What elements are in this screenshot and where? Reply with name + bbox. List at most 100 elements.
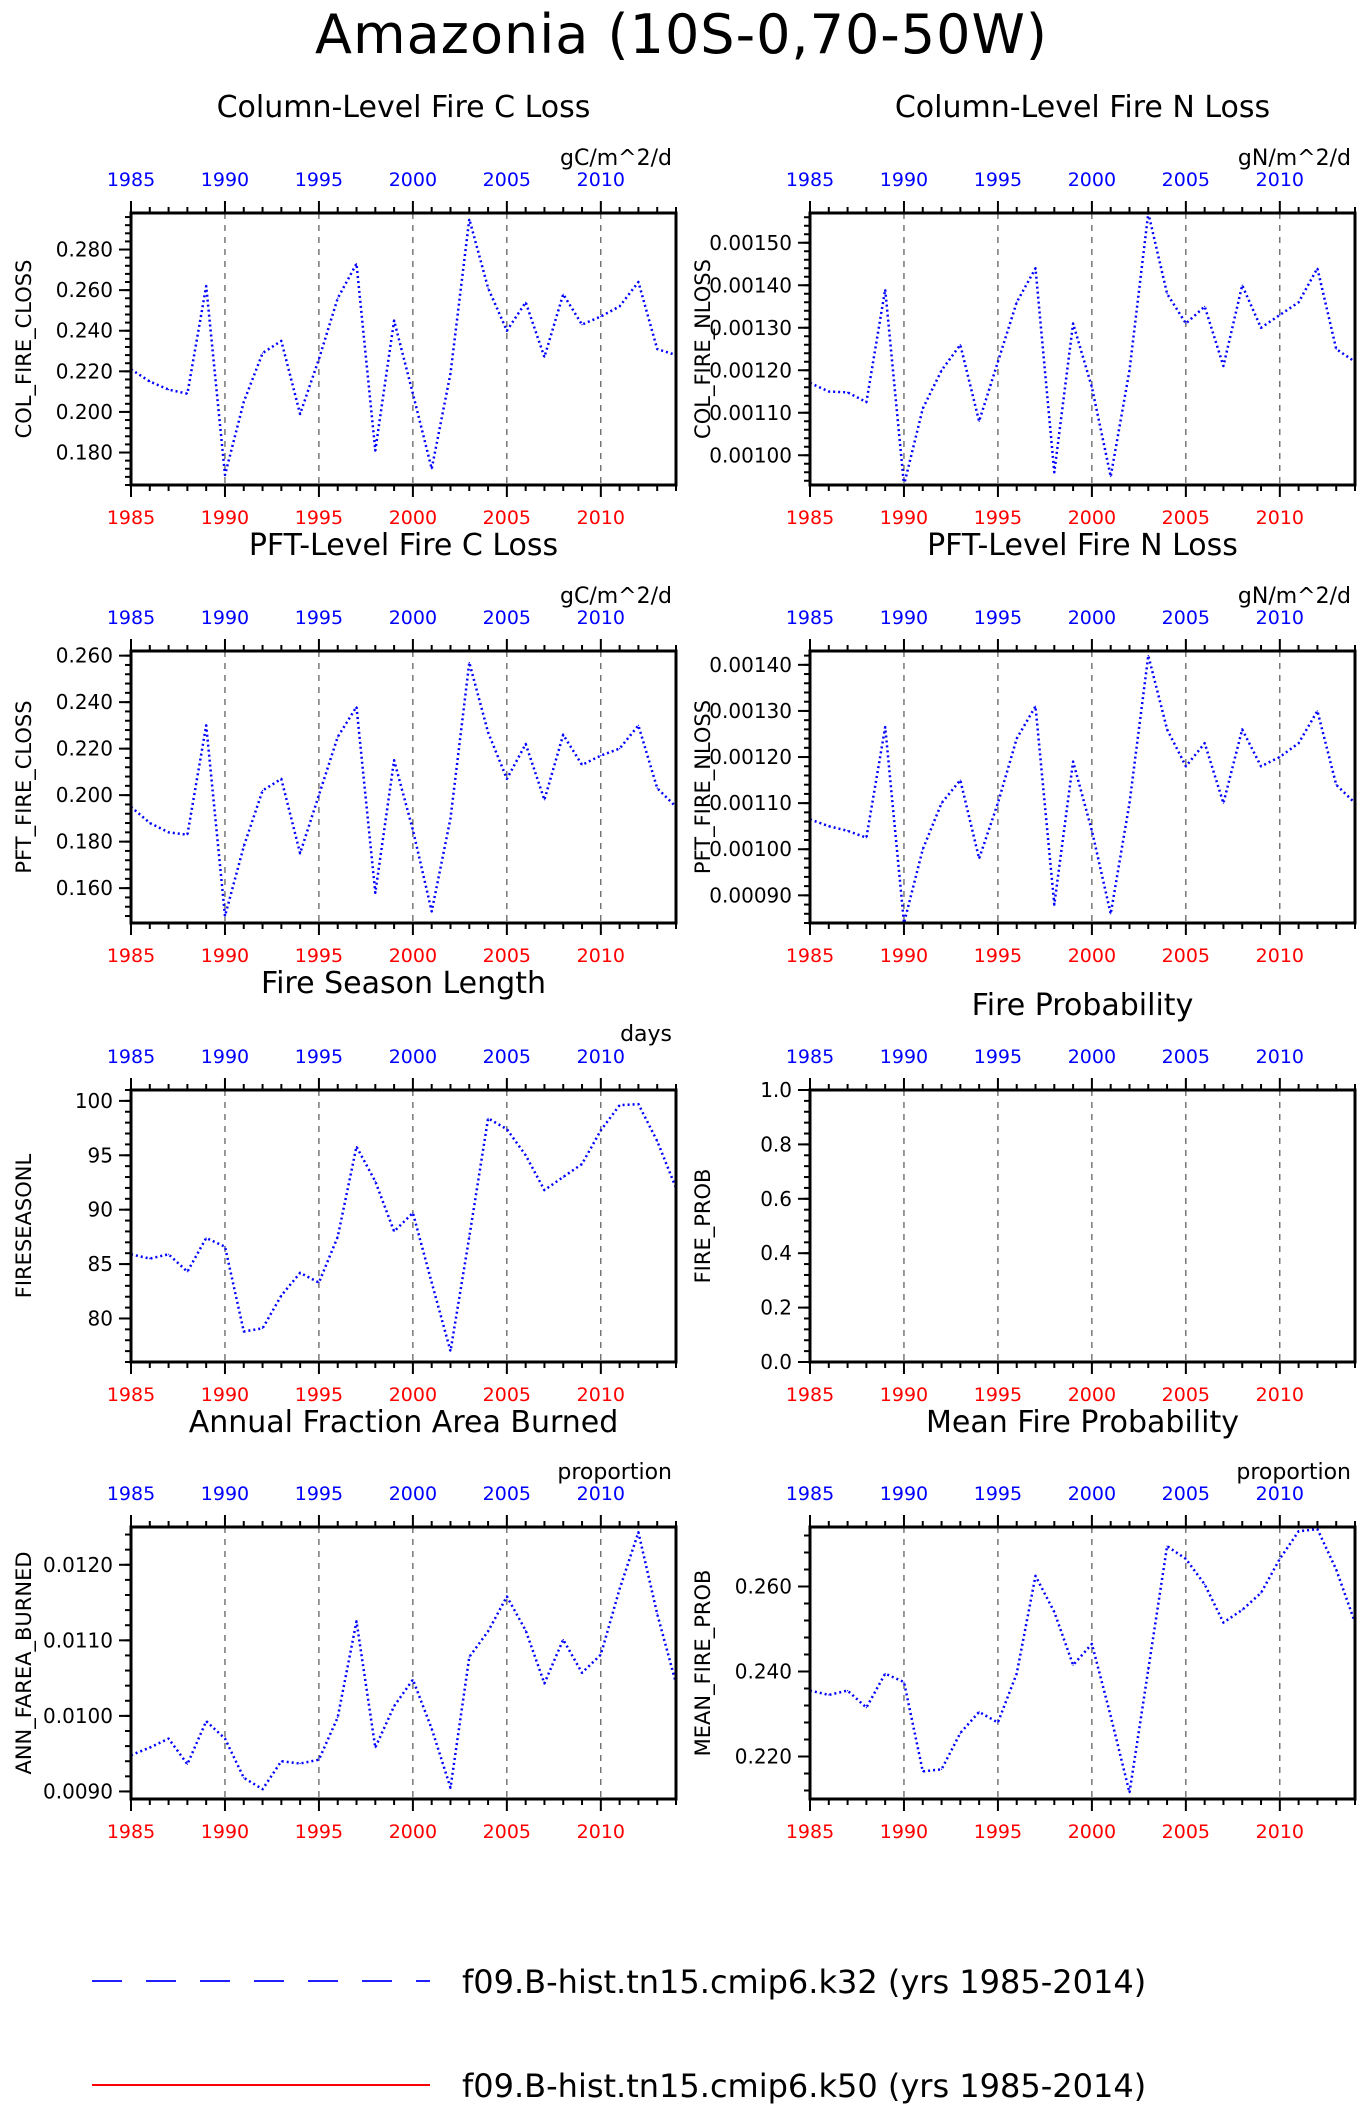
- data-point: [1185, 765, 1187, 767]
- x-tick-label-bottom: 1995: [974, 1821, 1022, 1843]
- x-tick-label-bottom: 2010: [1256, 945, 1304, 967]
- y-tick-label: 0.0: [760, 1350, 792, 1374]
- data-point: [506, 1128, 508, 1130]
- data-point: [1110, 913, 1112, 915]
- y-axis-label: PFT_FIRE_CLOSS: [12, 700, 37, 873]
- data-point: [1072, 761, 1074, 763]
- data-point: [978, 420, 980, 422]
- data-point: [637, 281, 640, 283]
- data-point: [656, 1613, 658, 1615]
- y-tick-label: 0.0090: [43, 1779, 113, 1803]
- data-point: [487, 1630, 489, 1632]
- data-point: [186, 1271, 188, 1273]
- chart-panel-1: Column-Level Fire N Loss gN/m^2/d COL_FIRE…: [691, 90, 1357, 529]
- data-point: [1091, 830, 1093, 832]
- data-point: [1335, 784, 1337, 786]
- data-point: [1279, 314, 1281, 316]
- data-point: [261, 789, 264, 792]
- data-point: [1072, 1664, 1074, 1666]
- data-point: [355, 263, 358, 265]
- data-point: [205, 1720, 207, 1722]
- data-point: [600, 1654, 602, 1656]
- x-tick-label-bottom: 1990: [201, 1384, 249, 1406]
- data-point: [903, 1681, 905, 1683]
- x-tick-label-bottom: 2005: [1162, 1384, 1210, 1406]
- data-point: [280, 340, 282, 342]
- x-tick-label-bottom: 1995: [295, 945, 343, 967]
- data-point: [355, 1145, 358, 1148]
- data-point: [884, 1673, 886, 1675]
- data-point: [318, 1281, 320, 1284]
- data-point: [224, 1737, 226, 1740]
- data-point: [1298, 742, 1300, 744]
- legend-label-k32: f09.B-hist.tn15.cmip6.k32 (yrs 1985-2014…: [462, 1963, 1146, 2001]
- x-tick-label-bottom: 1995: [295, 1384, 343, 1406]
- y-tick-label: 0.280: [56, 238, 113, 262]
- data-point: [468, 1236, 470, 1238]
- data-point: [167, 1253, 170, 1255]
- data-point: [337, 1236, 339, 1238]
- data-point: [205, 1237, 207, 1239]
- series-line-0: [130, 217, 677, 477]
- x-tick-label-top: 2000: [389, 1046, 437, 1068]
- plot-frame: [808, 1088, 1357, 1364]
- data-point: [337, 736, 339, 738]
- data-point: [261, 1327, 264, 1329]
- series-line-0: [809, 1527, 1357, 1794]
- x-tick-label-top: 2005: [483, 1483, 531, 1505]
- x-tick-label-top: 2000: [1068, 1046, 1116, 1068]
- data-point: [1185, 322, 1187, 325]
- data-point: [1204, 1583, 1206, 1585]
- x-tick-label-top: 1995: [974, 1483, 1022, 1505]
- y-tick-label: 0.8: [760, 1132, 792, 1156]
- data-point: [959, 779, 961, 781]
- data-point: [506, 330, 508, 332]
- figure-title: Amazonia (10S-0,70-50W): [315, 3, 1048, 66]
- x-tick-label-top: 1985: [786, 607, 834, 629]
- chart-panel-6: Annual Fraction Area Burned proportion ANN…: [12, 1405, 678, 1843]
- data-point: [1016, 301, 1018, 303]
- data-point: [1185, 1558, 1187, 1560]
- x-tick-label-bottom: 1995: [974, 1384, 1022, 1406]
- data-point: [186, 1763, 188, 1765]
- data-point: [884, 726, 886, 728]
- panel-units: gN/m^2/d: [1238, 146, 1351, 171]
- data-point: [1147, 1668, 1149, 1670]
- data-point: [922, 407, 924, 410]
- data-point: [355, 706, 358, 708]
- data-point: [1091, 386, 1093, 388]
- y-tick-label: 0.160: [56, 876, 113, 900]
- x-tick-label-bottom: 2010: [577, 945, 625, 967]
- data-point: [299, 852, 301, 854]
- series-line-0: [130, 1102, 678, 1353]
- data-point: [543, 356, 546, 358]
- y-axis-label: FIRESEASONL: [12, 1154, 36, 1299]
- data-point: [637, 1103, 640, 1105]
- data-point: [487, 287, 489, 289]
- series-line-0: [130, 1531, 678, 1791]
- y-tick-label: 0.00100: [709, 837, 792, 861]
- x-tick-label-bottom: 1990: [201, 945, 249, 967]
- data-point: [1241, 1609, 1243, 1611]
- data-point: [1316, 267, 1319, 269]
- x-tick-label-top: 2010: [577, 1483, 625, 1505]
- data-point: [1016, 1673, 1018, 1675]
- data-point: [1166, 728, 1168, 730]
- x-tick-label-top: 2010: [577, 1046, 625, 1068]
- data-point: [1147, 655, 1149, 657]
- x-tick-label-bottom: 2005: [483, 945, 531, 967]
- x-tick-label-bottom: 1985: [786, 1384, 834, 1406]
- x-tick-label-top: 1990: [880, 1483, 928, 1505]
- x-tick-label-top: 2005: [1162, 1483, 1210, 1505]
- data-point: [978, 857, 980, 860]
- data-point: [865, 401, 867, 403]
- data-point: [1204, 305, 1206, 308]
- data-point: [468, 1656, 470, 1658]
- data-point: [149, 1258, 151, 1260]
- data-point: [656, 348, 658, 350]
- data-point: [525, 1629, 527, 1632]
- data-point: [186, 393, 188, 395]
- x-tick-label-bottom: 2010: [1256, 507, 1304, 529]
- data-point: [562, 734, 564, 736]
- x-tick-label-top: 1995: [295, 169, 343, 191]
